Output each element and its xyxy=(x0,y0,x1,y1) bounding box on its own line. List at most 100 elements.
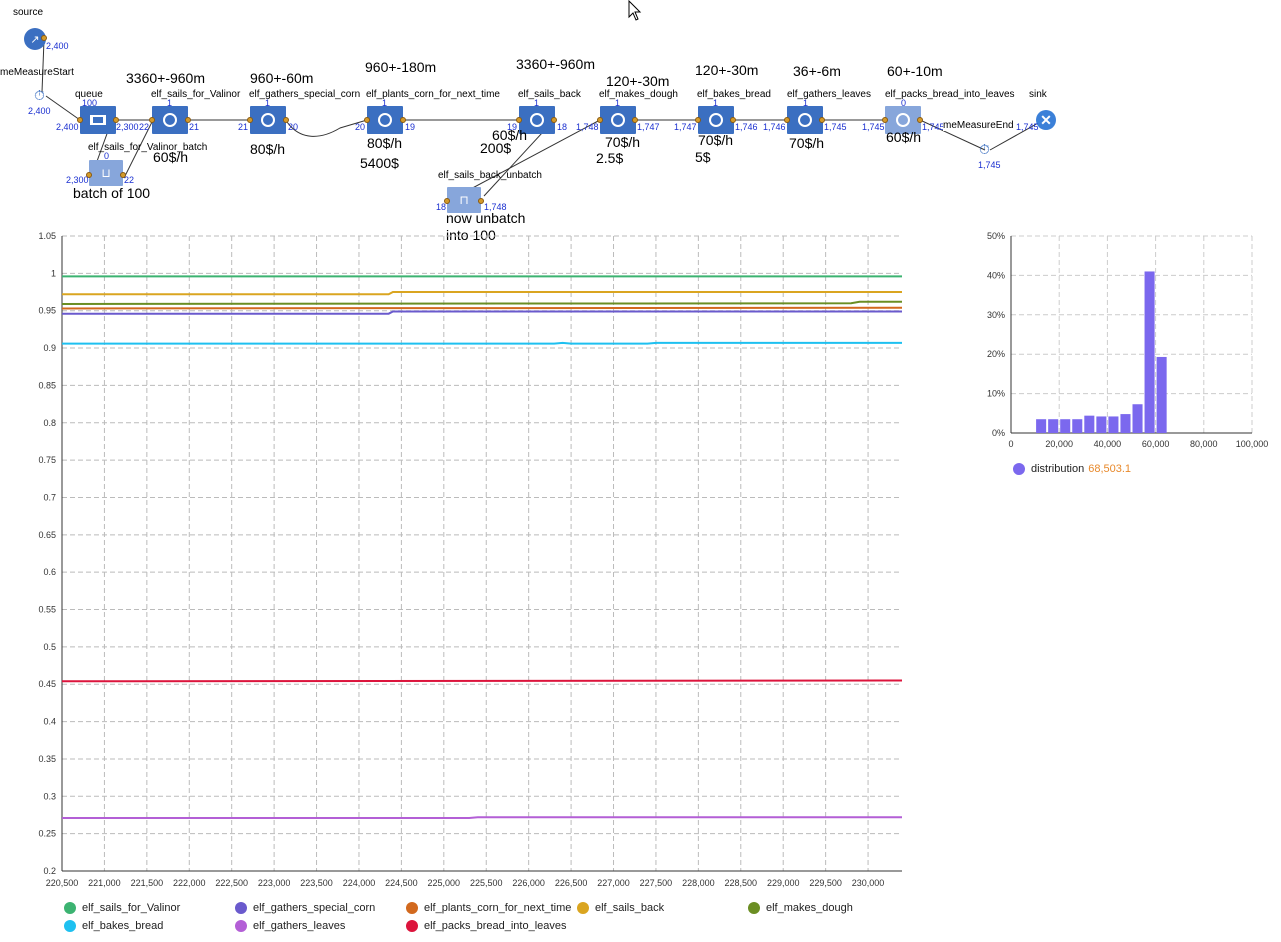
legend-dot xyxy=(577,902,589,914)
packs-bread-time: 60+-10m xyxy=(887,63,943,79)
legend-item-elf_sails_back[interactable]: elf_sails_back xyxy=(577,902,664,914)
bakes-bread-out: 1,746 xyxy=(735,122,758,132)
distribution-legend-dot xyxy=(1013,463,1025,475)
hist-bar xyxy=(1096,416,1107,433)
hist-bar xyxy=(1120,414,1131,433)
gathers-leaves-in-port xyxy=(784,117,790,123)
legend-dot xyxy=(406,902,418,914)
y-tick-label: 0.55 xyxy=(38,605,56,615)
bakes-bread-cost2: 5$ xyxy=(695,149,711,165)
queue-icon xyxy=(90,115,106,125)
gathers-corn-in-port xyxy=(247,117,253,123)
series-line-elf_packs_bread_into_leaves xyxy=(61,679,903,683)
hist-bar xyxy=(1108,416,1119,433)
queue-out: 2,300 xyxy=(116,122,139,132)
bakes-bread-top: 1 xyxy=(713,98,719,108)
sails-for-valinor-top: 1 xyxy=(167,98,173,108)
packs-bread-out: 1,745 xyxy=(922,122,945,132)
legend-item-elf_sails_for_Valinor[interactable]: elf_sails_for_Valinor xyxy=(64,902,180,914)
batch-note: batch of 100 xyxy=(73,185,151,201)
series-line-elf_plants_corn_for_next_time xyxy=(61,306,903,310)
sails-for-valinor-cost: 60$/h xyxy=(153,149,189,165)
sink-label: sink xyxy=(1029,89,1047,100)
hist-x-tick-label: 0 xyxy=(1008,439,1013,449)
queue-block[interactable] xyxy=(80,106,116,134)
sails-for-valinor-time: 3360+-960m xyxy=(126,70,206,86)
hist-bar xyxy=(1036,419,1047,433)
bakes-bread-block[interactable] xyxy=(698,106,734,134)
unbatch-block[interactable]: ⊓ xyxy=(447,187,481,213)
legend-item-elf_gathers_special_corn[interactable]: elf_gathers_special_corn xyxy=(235,902,375,914)
series-line-elf_makes_dough xyxy=(61,300,902,305)
series-line-elf_gathers_special_corn xyxy=(62,310,902,315)
legend-item-elf_plants_corn_for_next_time[interactable]: elf_plants_corn_for_next_time xyxy=(406,902,571,914)
legend-label: elf_gathers_leaves xyxy=(253,920,346,932)
sails-for-valinor-block[interactable] xyxy=(152,106,188,134)
x-tick-label: 226,000 xyxy=(512,878,545,888)
legend-item-elf_packs_bread_into_leaves[interactable]: elf_packs_bread_into_leaves xyxy=(406,920,567,932)
legend-dot xyxy=(748,902,760,914)
gathers-corn-label: elf_gathers_special_corn xyxy=(249,89,361,100)
gathers-leaves-block[interactable] xyxy=(787,106,823,134)
hist-bar xyxy=(1132,404,1143,433)
makes-dough-in-port xyxy=(597,117,603,123)
histogram-legend: distribution 68,503.1 xyxy=(1013,463,1131,475)
sails-for-valinor-label: elf_sails_for_Valinor xyxy=(151,89,241,100)
hist-y-tick-label: 10% xyxy=(987,389,1005,399)
plants-corn-block[interactable] xyxy=(367,106,403,134)
x-tick-label: 227,500 xyxy=(640,878,673,888)
x-tick-label: 226,500 xyxy=(555,878,588,888)
makes-dough-top: 1 xyxy=(615,98,621,108)
unbatch-label: elf_sails_back_unbatch xyxy=(438,170,542,181)
legend-item-elf_bakes_bread[interactable]: elf_bakes_bread xyxy=(64,920,163,932)
queue-in: 2,400 xyxy=(56,122,79,132)
clock-icon xyxy=(611,113,625,127)
legend-label: elf_bakes_bread xyxy=(82,920,164,932)
stopwatch-icon: ⏱ xyxy=(34,87,45,103)
source-port xyxy=(41,35,47,41)
close-icon: ✕ xyxy=(1040,111,1052,128)
legend-item-elf_makes_dough[interactable]: elf_makes_dough xyxy=(748,902,853,914)
unbatch-icon: ⊓ xyxy=(459,193,469,207)
sink-block[interactable]: ✕ xyxy=(1036,110,1056,130)
stopwatch-icon: ⏱ xyxy=(979,141,990,157)
packs-bread-top: 0 xyxy=(901,98,907,108)
gathers-leaves-time: 36+-6m xyxy=(793,63,841,79)
source-icon: ↗ xyxy=(30,33,40,46)
packs-bread-in-port xyxy=(882,117,888,123)
unbatch-out: 1,748 xyxy=(484,202,507,212)
sails-back-block[interactable] xyxy=(519,106,555,134)
x-tick-label: 220,500 xyxy=(46,878,79,888)
makes-dough-block[interactable] xyxy=(600,106,636,134)
makes-dough-cost: 70$/h xyxy=(605,134,641,150)
legend-label: elf_gathers_special_corn xyxy=(253,902,376,914)
sails-back-time: 3360+-960m xyxy=(516,56,596,72)
bakes-bread-out-port xyxy=(730,117,736,123)
x-tick-label: 230,000 xyxy=(852,878,885,888)
batch-block[interactable]: ⊔ xyxy=(89,160,123,186)
gathers-corn-block[interactable] xyxy=(250,106,286,134)
legend-item-elf_gathers_leaves[interactable]: elf_gathers_leaves xyxy=(235,920,345,932)
legend-dot xyxy=(406,920,418,932)
clock-icon xyxy=(378,113,392,127)
makes-dough-cost2: 2.5$ xyxy=(596,150,624,166)
x-tick-label: 228,500 xyxy=(725,878,758,888)
batch-top: 0 xyxy=(104,151,110,161)
packs-bread-block[interactable] xyxy=(885,106,921,134)
bakes-bread-label: elf_bakes_bread xyxy=(697,89,771,100)
hist-y-tick-label: 40% xyxy=(987,270,1005,280)
time-measure-end-block[interactable]: ⏱ xyxy=(979,141,997,157)
bakes-bread-in: 1,747 xyxy=(674,122,697,132)
hist-bar xyxy=(1084,415,1095,433)
queue-out-port xyxy=(113,117,119,123)
source-block[interactable]: ↗ xyxy=(24,28,46,50)
sails-back-cost: 60$/h xyxy=(492,127,528,143)
time-measure-start-block[interactable]: ⏱ xyxy=(34,87,52,103)
gathers-leaves-cost: 70$/h xyxy=(789,135,825,151)
bakes-bread-in-port xyxy=(695,117,701,123)
legend-label: elf_sails_for_Valinor xyxy=(82,902,181,914)
clock-icon xyxy=(530,113,544,127)
legend-dot xyxy=(235,920,247,932)
gathers-corn-time: 960+-60m xyxy=(250,70,314,86)
y-tick-label: 0.65 xyxy=(38,530,56,540)
